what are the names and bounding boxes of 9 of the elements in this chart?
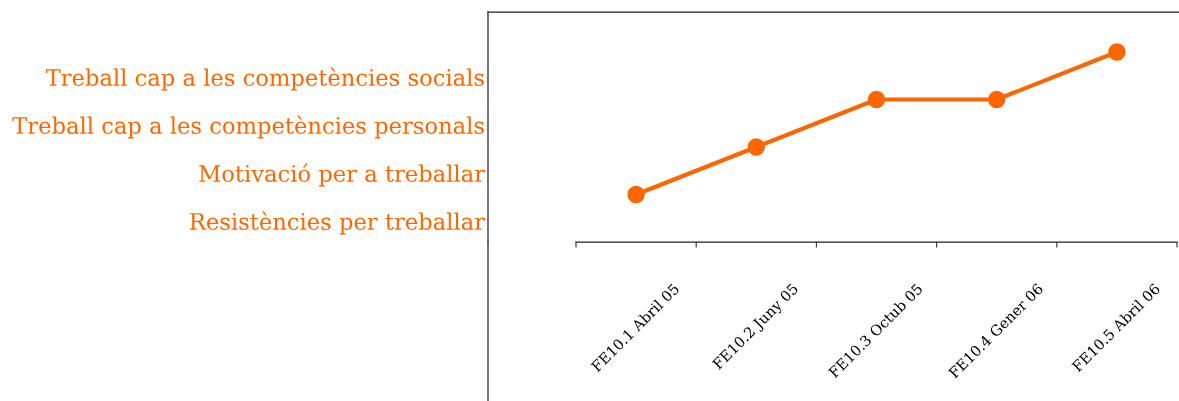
text: Motivació per a treballar (199, 163, 485, 187)
text: Treball cap a les competències socials (45, 67, 484, 91)
text: Resistències per treballar (190, 211, 485, 235)
point (1108, 43, 1126, 61)
text: Treball cap a les competències personals (12, 115, 484, 139)
point (988, 90, 1006, 109)
point (627, 185, 645, 204)
point (747, 138, 765, 156)
point (867, 90, 886, 109)
